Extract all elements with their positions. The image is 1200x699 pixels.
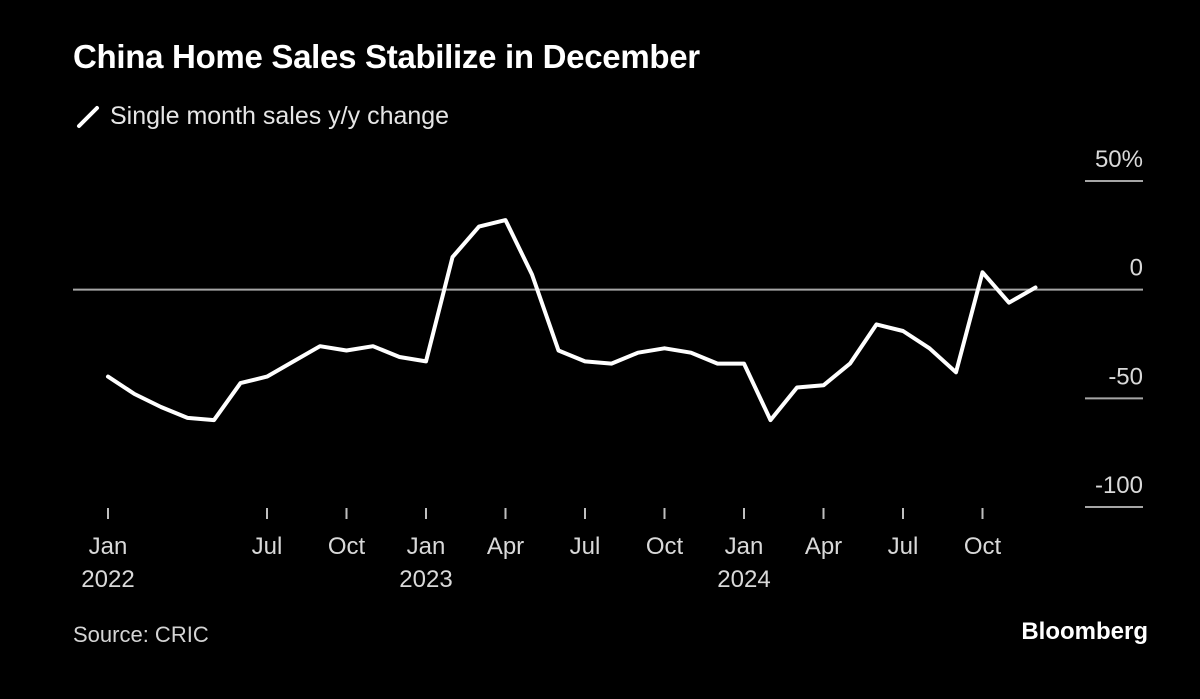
bloomberg-logo: Bloomberg — [1021, 618, 1148, 645]
legend: Single month sales y/y change — [76, 102, 449, 131]
y-tick-label: -100 — [1095, 472, 1143, 499]
x-tick-label: Oct — [646, 533, 684, 560]
x-tick-label: Oct — [964, 533, 1002, 560]
legend-label: Single month sales y/y change — [110, 102, 450, 130]
x-tick-year-label: 2022 — [81, 566, 134, 593]
series-line — [106, 218, 1038, 423]
x-tick-label: Jan — [89, 533, 128, 560]
y-tick-label: -50 — [1108, 363, 1143, 390]
x-tick-label: Apr — [487, 533, 524, 560]
chart-title: China Home Sales Stabilize in December — [73, 38, 700, 75]
x-tick-label: Oct — [328, 533, 366, 560]
x-tick-year-label: 2023 — [399, 566, 452, 593]
x-tick-year-label: 2024 — [717, 566, 770, 593]
x-tick-label: Jan — [407, 533, 446, 560]
x-tick-label: Jul — [570, 533, 601, 560]
y-tick-label: 50% — [1095, 146, 1143, 173]
legend-line-icon — [77, 105, 99, 128]
y-tick-label: 0 — [1130, 255, 1143, 282]
source-note: Source: CRIC — [73, 622, 209, 647]
x-tick-label: Jul — [252, 533, 283, 560]
x-tick-label: Jul — [888, 533, 919, 560]
x-tick-label: Apr — [805, 533, 842, 560]
x-tick-label: Jan — [725, 533, 764, 560]
